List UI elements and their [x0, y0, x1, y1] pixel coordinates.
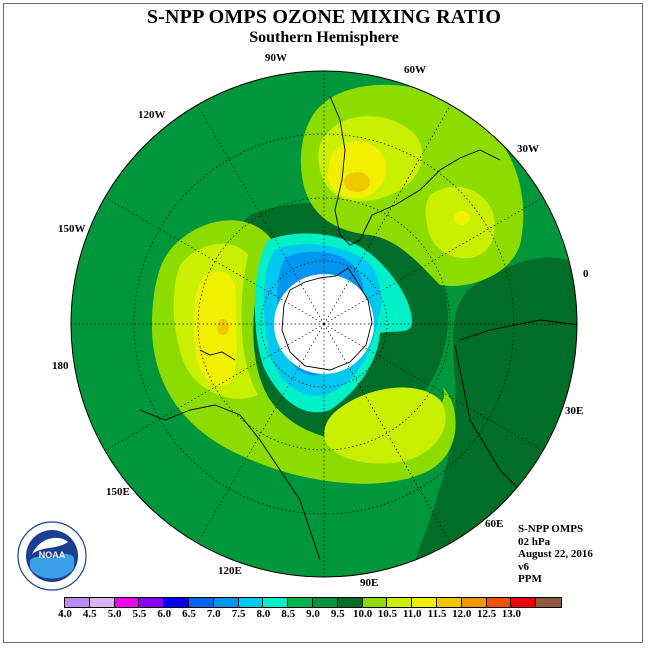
colorbar-swatch [139, 598, 165, 607]
colorbar-swatch [436, 598, 462, 607]
coastline-australia [139, 404, 321, 561]
colorbar-swatch [89, 598, 115, 607]
colorbar-swatch [536, 598, 561, 607]
info-units: PPM [518, 573, 542, 586]
colorbar-tick-label: 8.0 [256, 608, 271, 620]
colorbar-swatch [65, 598, 90, 607]
lon-label-60e: 60E [485, 518, 504, 530]
colorbar-swatch [114, 598, 140, 607]
colorbar-tick-label: 11.0 [402, 608, 422, 620]
colorbar-tick-label: 8.5 [281, 608, 296, 620]
lon-label-150w: 150W [58, 223, 86, 235]
colorbar-tick-label: 7.0 [206, 608, 221, 620]
info-date: August 22, 2016 [518, 548, 593, 561]
colorbar-swatch [337, 598, 363, 607]
noaa-logo: NOAA [17, 521, 87, 591]
coastline-antarctica [281, 267, 373, 371]
max-north [328, 141, 387, 199]
info-version: v6 [518, 560, 529, 573]
lon-label-90e: 90E [360, 577, 379, 589]
colorbar-swatch [387, 598, 413, 607]
coastline-africa [454, 319, 577, 491]
figure-frame [3, 3, 643, 643]
colorbar [64, 597, 562, 608]
max-northeast [454, 211, 470, 225]
colorbar-tick-label: 4.5 [82, 608, 97, 620]
lon-label-60w: 60W [404, 64, 426, 76]
lon-label-90w: 90W [265, 52, 287, 64]
lon-label-120e: 120E [218, 565, 242, 577]
lon-label-30w: 30W [517, 143, 539, 155]
max-west [193, 271, 237, 386]
colorbar-swatch [164, 598, 189, 607]
noaa-logo-text: NOAA [39, 550, 66, 560]
band-south-inner [324, 387, 446, 464]
colorbar-tick-label: 10.5 [377, 608, 398, 620]
colorbar-swatch [412, 598, 437, 607]
coastline-south-america [329, 95, 501, 246]
colorbar-swatch [362, 598, 388, 607]
colorbar-swatch [213, 598, 239, 607]
colorbar-swatch [486, 598, 512, 607]
colorbar-tick-label: 11.5 [427, 608, 447, 620]
colorbar-tick-label: 5.0 [107, 608, 122, 620]
peak-west [217, 319, 229, 335]
colorbar-tick-label: 9.0 [306, 608, 320, 620]
info-level: 02 hPa [518, 535, 551, 548]
colorbar-tick-label: 12.5 [476, 608, 497, 620]
graticule [71, 71, 577, 577]
lon-label-30e: 30E [565, 405, 584, 417]
info-block: S-NPP OMPS 02 hPa August 22, 2016 v6 PPM [518, 523, 593, 586]
lon-label-0: 0 [583, 268, 589, 280]
colorbar-tick-label: 9.5 [330, 608, 345, 620]
map-border [70, 70, 578, 578]
colorbar-tick-label: 13.0 [501, 608, 522, 620]
map-subtitle: Southern Hemisphere [249, 29, 399, 46]
colorbar-swatch [461, 598, 487, 607]
colorbar-swatch [188, 598, 214, 607]
colorbar-tick-label: 7.5 [231, 608, 246, 620]
colorbar-swatch [312, 598, 338, 607]
colorbar-tick-label: 4.0 [58, 608, 72, 620]
coastline-new-zealand [199, 349, 236, 361]
colorbar-tick-label: 5.5 [132, 608, 147, 620]
colorbar-swatch [238, 598, 264, 607]
colorbar-swatch [263, 598, 289, 607]
colorbar-tick-label: 10.0 [352, 608, 373, 620]
peak-north [344, 172, 370, 192]
lon-label-150e: 150E [106, 486, 130, 498]
colorbar-tick-label: 6.0 [157, 608, 172, 620]
lon-label-120w: 120W [138, 109, 166, 121]
info-instrument: S-NPP OMPS [518, 523, 584, 535]
colorbar-tick-label: 6.5 [182, 608, 196, 620]
colorbar-tick-label: 12.0 [452, 608, 472, 620]
lon-label-180: 180 [52, 360, 69, 372]
colorbar-swatch [288, 598, 313, 607]
map-title: S-NPP OMPS OZONE MIXING RATIO [146, 6, 502, 28]
colorbar-swatch [511, 598, 537, 607]
